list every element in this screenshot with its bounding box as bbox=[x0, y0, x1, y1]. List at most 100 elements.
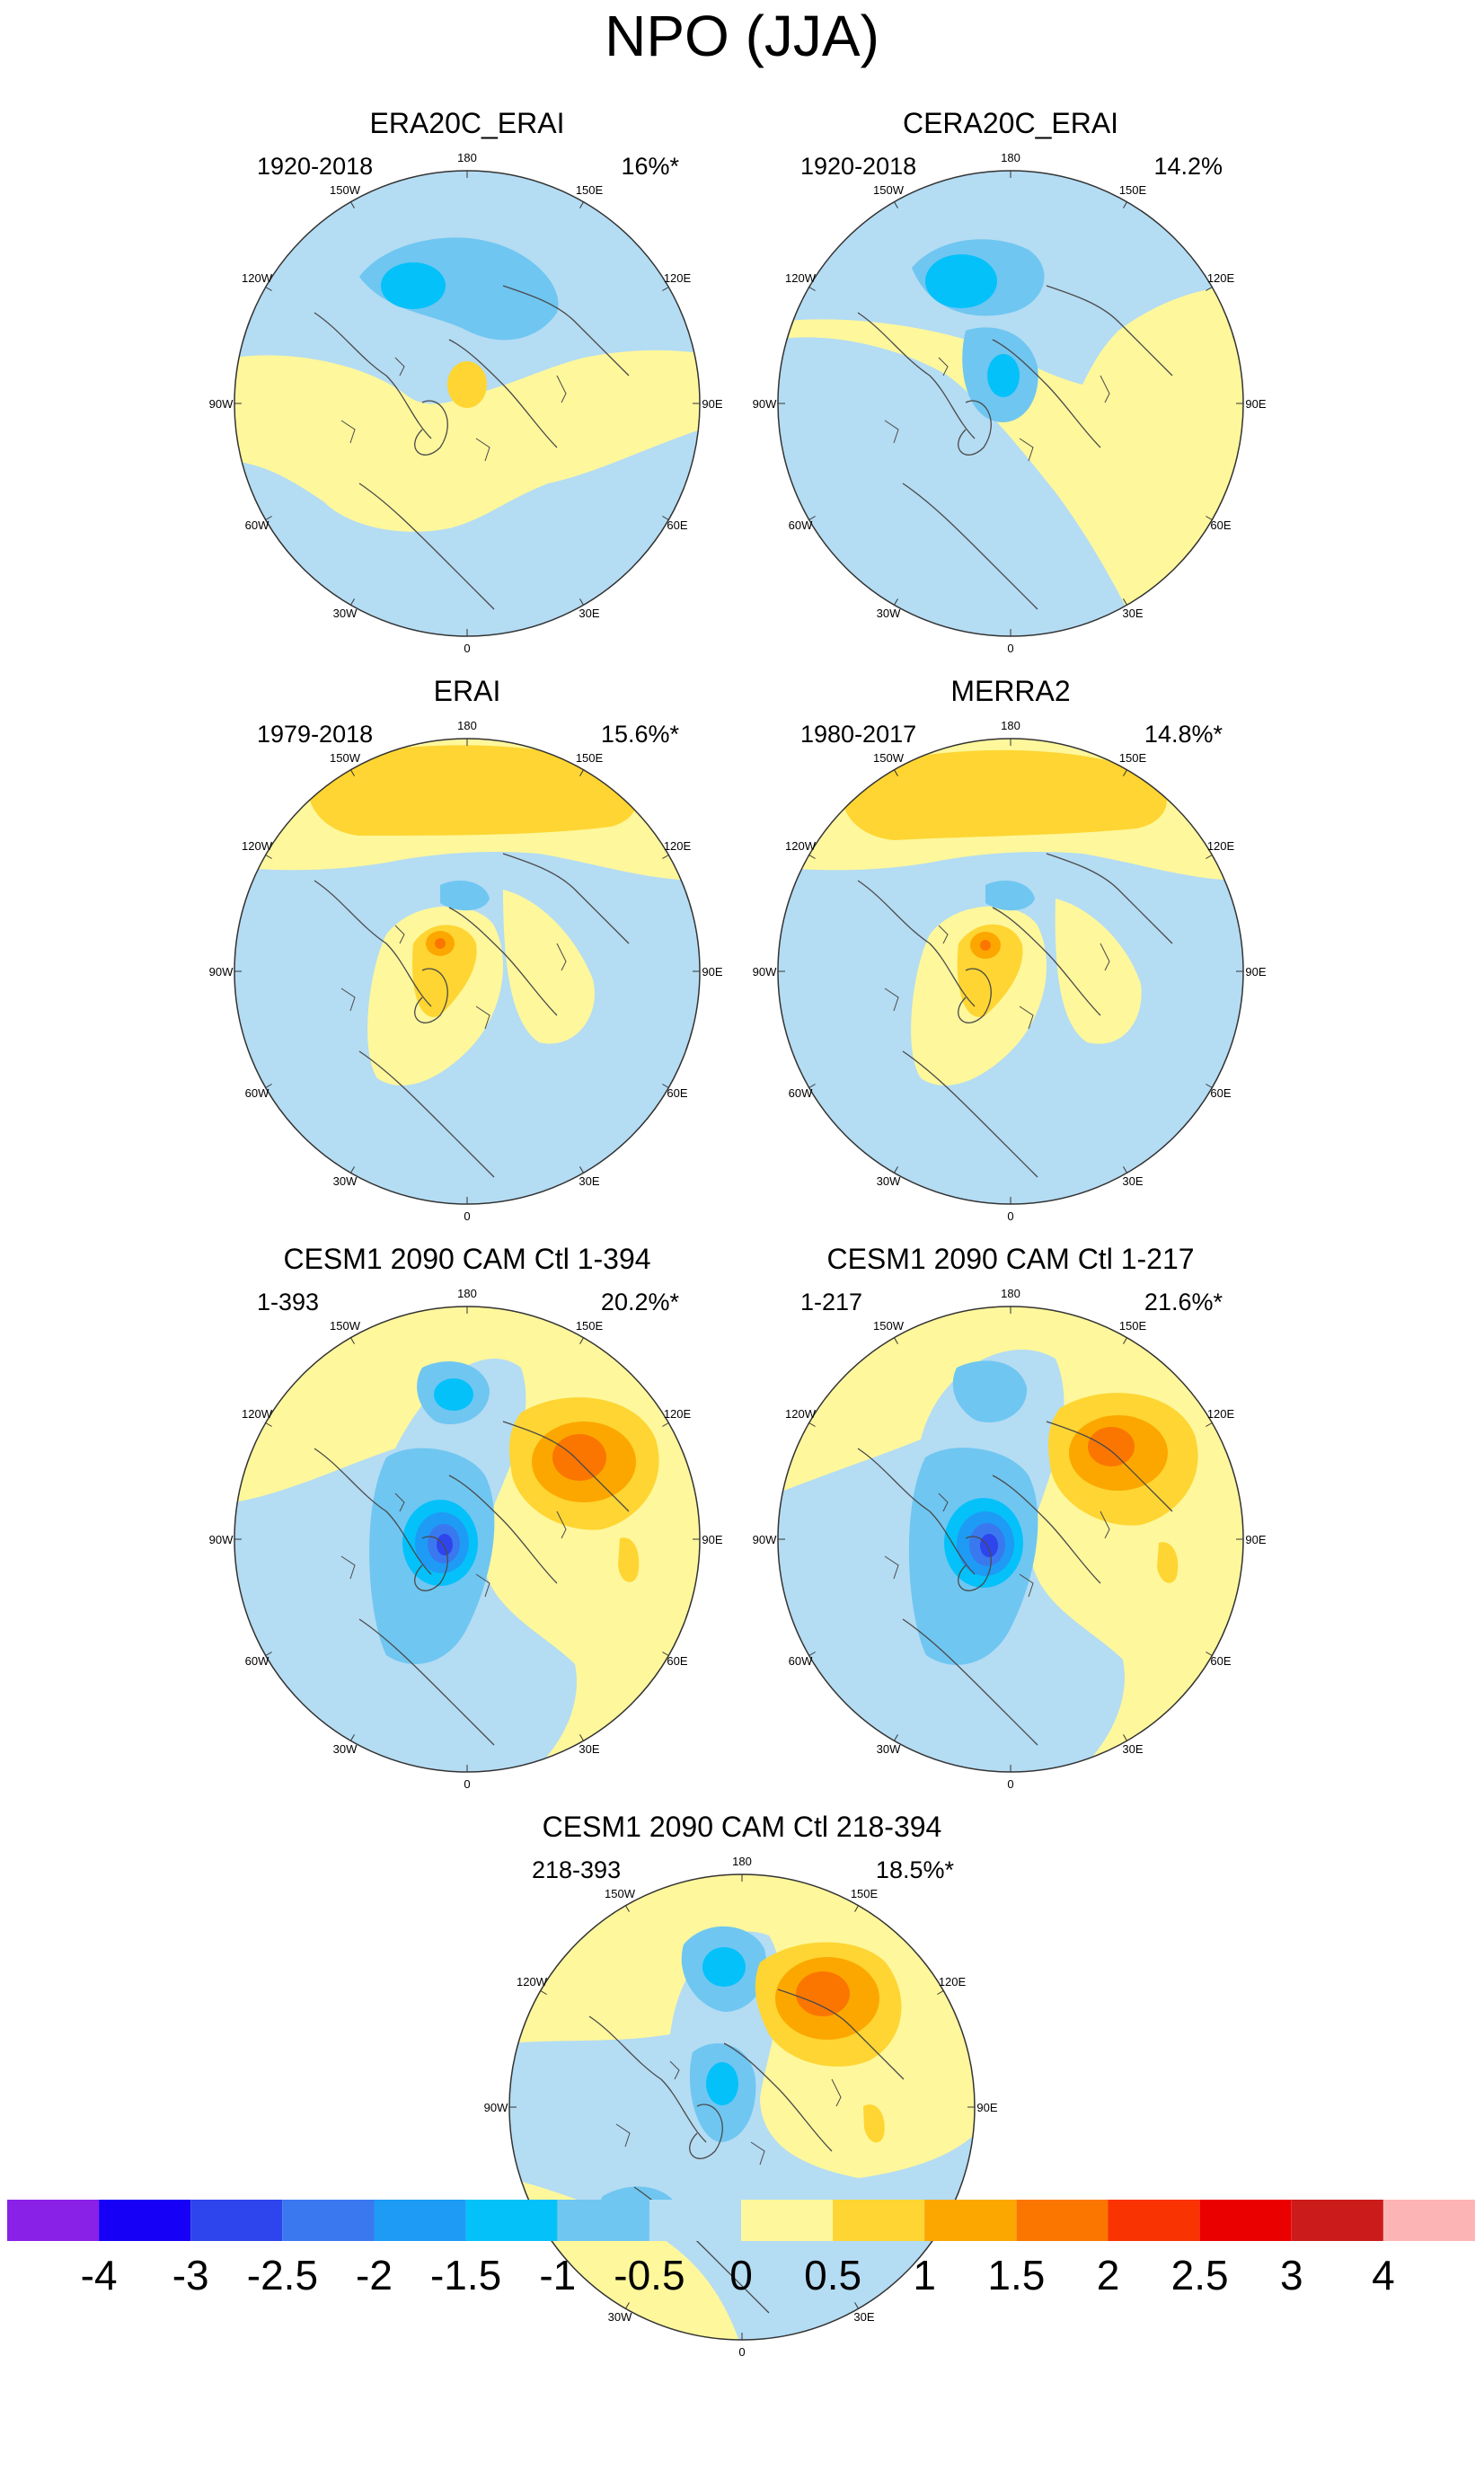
figure-title: NPO (JJA) bbox=[605, 4, 879, 68]
coastline-detail bbox=[615, 2060, 842, 2166]
panel-period: 1980-2017 bbox=[800, 721, 917, 748]
panel-period: 1-393 bbox=[257, 1289, 320, 1315]
contour-positive-north-core bbox=[842, 749, 1167, 840]
panel-percent: 15.6%* bbox=[600, 721, 679, 748]
panel-title: ERA20C_ERAI bbox=[369, 107, 565, 139]
lon-label: 120W bbox=[785, 839, 817, 853]
lon-label: 180 bbox=[1001, 719, 1020, 732]
colorbar-label: 0.5 bbox=[804, 2252, 861, 2299]
lon-label: 150E bbox=[1119, 751, 1147, 765]
contour-positive-small bbox=[1157, 1542, 1179, 1583]
colorbar-labels: -4 -3 -2.5 -2 -1.5 -1 -0.5 0 0.5 1 1.5 2… bbox=[81, 2252, 1395, 2299]
lon-label: 30W bbox=[333, 607, 358, 620]
coastline bbox=[314, 1421, 630, 1746]
colorbar-label: 2.5 bbox=[1171, 2252, 1229, 2299]
polar-map: 180 150E 120E 90E 60E 30E 0 30W 60W 90W … bbox=[753, 1287, 1267, 1791]
lon-label: 60E bbox=[1210, 1654, 1231, 1668]
map-panel-cera20c-erai: CERA20C_ERAI 1920-2018 14.2% 180 150E 12… bbox=[723, 106, 1298, 681]
lon-label: 150W bbox=[330, 183, 361, 197]
lon-label: 180 bbox=[1001, 151, 1020, 164]
lon-label: 120E bbox=[1207, 839, 1235, 853]
lon-label: 30E bbox=[1122, 1174, 1143, 1188]
contour-negative-north-core bbox=[434, 1378, 473, 1411]
longitude-ticks bbox=[234, 739, 700, 1204]
panel-percent: 20.2%* bbox=[600, 1289, 679, 1315]
lon-label: 90E bbox=[702, 397, 722, 411]
lon-label: 60W bbox=[789, 1086, 813, 1100]
lon-label: 180 bbox=[1001, 1287, 1020, 1300]
lon-label: 150E bbox=[576, 751, 604, 765]
lon-label: 150W bbox=[873, 751, 905, 765]
coastline bbox=[857, 1421, 1173, 1746]
lon-label: 90W bbox=[753, 965, 777, 979]
lon-label: 90E bbox=[702, 965, 722, 979]
panel-title: CESM1 2090 CAM Ctl 1-217 bbox=[826, 1243, 1195, 1275]
panel-percent: 18.5%* bbox=[875, 1856, 954, 1883]
lon-label: 150W bbox=[873, 183, 905, 197]
coastline bbox=[857, 285, 1173, 610]
colorbar-swatches bbox=[7, 2200, 1475, 2241]
contour-core-negative bbox=[381, 262, 446, 309]
colorbar-swatch bbox=[465, 2200, 558, 2241]
contour-positive-band-2 bbox=[552, 1434, 606, 1481]
lon-label: 90E bbox=[1245, 397, 1266, 411]
coastline bbox=[314, 853, 630, 1178]
contour-positive-band-2 bbox=[796, 1971, 850, 2016]
lon-label: 120E bbox=[664, 839, 692, 853]
lon-label: 30W bbox=[877, 607, 901, 620]
contour-negative-band-4 bbox=[437, 1534, 453, 1555]
colorbar-label: -0.5 bbox=[614, 2252, 685, 2299]
colorbar-label: -2 bbox=[356, 2252, 393, 2299]
colorbar-swatch bbox=[1291, 2200, 1383, 2241]
contour-negative-north bbox=[952, 1360, 1028, 1422]
panel-title: ERAI bbox=[433, 675, 501, 707]
panel-title: CERA20C_ERAI bbox=[902, 107, 1119, 139]
lon-label: 150E bbox=[1119, 183, 1147, 197]
lon-label: 150W bbox=[873, 1319, 905, 1333]
colorbar-swatch bbox=[557, 2200, 649, 2241]
lon-label: 30E bbox=[579, 607, 599, 620]
lon-label: 120W bbox=[242, 839, 273, 853]
lon-label: 0 bbox=[464, 1209, 470, 1223]
colorbar: -4 -3 -2.5 -2 -1.5 -1 -0.5 0 0.5 1 1.5 2… bbox=[7, 2200, 1475, 2299]
lon-label: 60W bbox=[245, 518, 269, 532]
panel-percent: 14.2% bbox=[1153, 153, 1223, 180]
polar-map: 180 150E 120E 90E 60E 30E 0 30W 60W 90W … bbox=[209, 1287, 723, 1791]
polar-map: 180 150E 120E 90E 60E 30E 0 30W 60W 90W … bbox=[753, 151, 1267, 655]
panel-period: 1920-2018 bbox=[257, 153, 374, 180]
polar-map: 180 150E 120E 90E 60E 30E 0 30W 60W 90W … bbox=[753, 719, 1267, 1223]
coastline-detail bbox=[340, 925, 567, 1030]
contour-peak-positive bbox=[435, 938, 446, 949]
map-panel-cesm1-ctl-1-394: CESM1 2090 CAM Ctl 1-394 1-393 20.2%* 18… bbox=[180, 1242, 755, 1817]
contour-positive bbox=[234, 350, 700, 532]
contour-positive-north-core bbox=[307, 745, 637, 836]
lon-label: 60W bbox=[245, 1654, 269, 1668]
contour-negative bbox=[440, 881, 490, 911]
lon-label: 30E bbox=[1122, 1742, 1143, 1756]
lon-label: 150E bbox=[1119, 1319, 1147, 1333]
lon-label: 30W bbox=[333, 1174, 358, 1188]
colorbar-label: 2 bbox=[1097, 2252, 1120, 2299]
lon-label: 90E bbox=[1245, 965, 1266, 979]
lon-label: 60E bbox=[1210, 518, 1231, 532]
colorbar-swatch bbox=[924, 2200, 1017, 2241]
lon-label: 30E bbox=[579, 1742, 599, 1756]
colorbar-swatch bbox=[99, 2200, 191, 2241]
coastline-detail bbox=[884, 925, 1110, 1030]
colorbar-swatch bbox=[1382, 2200, 1475, 2241]
longitude-ticks bbox=[234, 1307, 700, 1772]
colorbar-swatch bbox=[741, 2200, 834, 2241]
lon-label: 180 bbox=[457, 151, 477, 164]
lon-label: 150W bbox=[330, 751, 361, 765]
contour-core-positive bbox=[447, 361, 487, 408]
panel-title: MERRA2 bbox=[950, 675, 1071, 707]
lon-label: 0 bbox=[464, 1777, 470, 1791]
lon-label: 0 bbox=[1007, 642, 1013, 655]
lon-label: 120E bbox=[1207, 1407, 1235, 1421]
lon-label: 150E bbox=[576, 183, 604, 197]
lon-label: 90W bbox=[753, 397, 777, 411]
contour-negative-north-core bbox=[702, 1947, 746, 1987]
contour-positive-band-2 bbox=[1088, 1427, 1135, 1466]
longitude-ticks bbox=[234, 171, 700, 636]
contour-core-negative bbox=[925, 254, 997, 308]
